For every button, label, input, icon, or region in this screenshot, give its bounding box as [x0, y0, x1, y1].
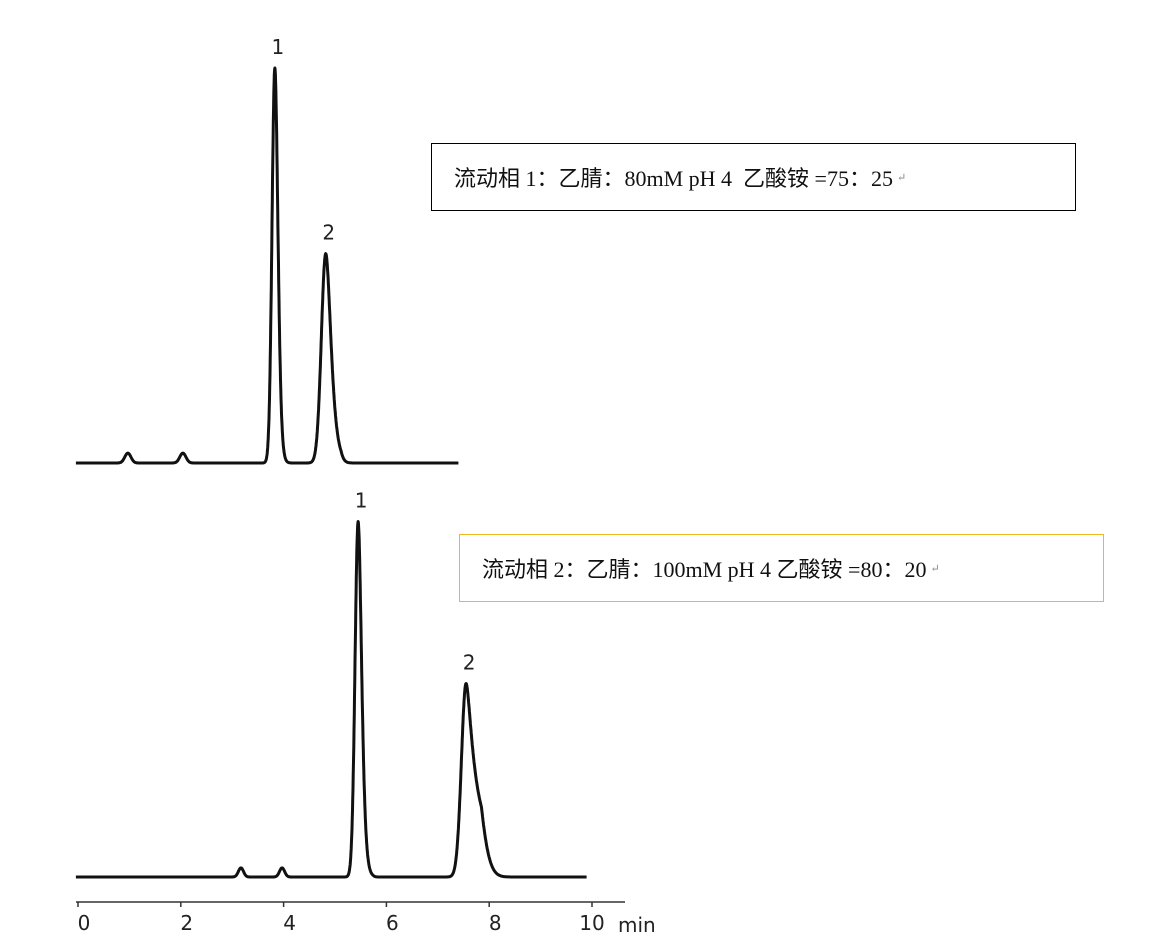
- chromatogram-trace-2: [74, 520, 588, 879]
- peak-label-1: 1: [355, 489, 368, 513]
- mobile-phase-1-box: 流动相 1：乙腈：80mM pH 4 乙酸铵 =75：25 ↵: [431, 143, 1076, 211]
- x-tick-label-8: 8: [489, 911, 502, 935]
- chromatogram-trace-1: [74, 66, 460, 465]
- x-tick-label-10: 10: [579, 911, 604, 935]
- x-tick-label-4: 4: [283, 911, 296, 935]
- x-tick-label-6: 6: [386, 911, 399, 935]
- peak-label-2: 2: [322, 221, 335, 245]
- mobile-phase-2-label: 流动相 2：乙腈：100mM pH 4 乙酸铵 =80：20: [482, 557, 927, 582]
- x-tick-label-0: 0: [78, 911, 91, 935]
- mobile-phase-1-label: 流动相 1：乙腈：80mM pH 4 乙酸铵 =75：25: [454, 166, 893, 191]
- x-axis-unit-label: min: [618, 913, 656, 937]
- peak-label-1: 1: [271, 35, 284, 59]
- x-tick-label-2: 2: [180, 911, 193, 935]
- peak-label-2: 2: [463, 650, 476, 674]
- mobile-phase-2-box: 流动相 2：乙腈：100mM pH 4 乙酸铵 =80：20 ↵: [459, 534, 1104, 602]
